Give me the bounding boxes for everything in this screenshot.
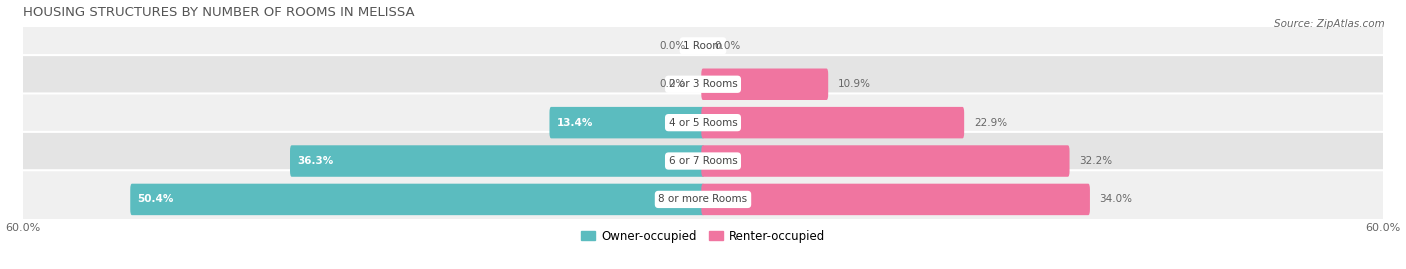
Text: 13.4%: 13.4% (557, 118, 593, 128)
FancyBboxPatch shape (20, 93, 1386, 152)
FancyBboxPatch shape (702, 145, 1070, 177)
Text: 0.0%: 0.0% (714, 41, 741, 51)
FancyBboxPatch shape (702, 69, 828, 100)
FancyBboxPatch shape (20, 170, 1386, 229)
Text: 0.0%: 0.0% (659, 41, 686, 51)
FancyBboxPatch shape (131, 184, 704, 215)
FancyBboxPatch shape (550, 107, 704, 138)
Legend: Owner-occupied, Renter-occupied: Owner-occupied, Renter-occupied (576, 225, 830, 247)
Text: 6 or 7 Rooms: 6 or 7 Rooms (669, 156, 737, 166)
Text: 2 or 3 Rooms: 2 or 3 Rooms (669, 79, 737, 89)
Text: 32.2%: 32.2% (1080, 156, 1112, 166)
Text: 1 Room: 1 Room (683, 41, 723, 51)
Text: 36.3%: 36.3% (298, 156, 333, 166)
Text: 50.4%: 50.4% (138, 194, 174, 204)
FancyBboxPatch shape (290, 145, 704, 177)
FancyBboxPatch shape (702, 184, 1090, 215)
Text: 22.9%: 22.9% (974, 118, 1007, 128)
Text: 4 or 5 Rooms: 4 or 5 Rooms (669, 118, 737, 128)
Text: 0.0%: 0.0% (659, 79, 686, 89)
FancyBboxPatch shape (20, 17, 1386, 75)
FancyBboxPatch shape (20, 132, 1386, 190)
FancyBboxPatch shape (702, 107, 965, 138)
FancyBboxPatch shape (20, 55, 1386, 114)
Text: HOUSING STRUCTURES BY NUMBER OF ROOMS IN MELISSA: HOUSING STRUCTURES BY NUMBER OF ROOMS IN… (22, 6, 415, 19)
Text: 10.9%: 10.9% (838, 79, 870, 89)
Text: 8 or more Rooms: 8 or more Rooms (658, 194, 748, 204)
Text: Source: ZipAtlas.com: Source: ZipAtlas.com (1274, 19, 1385, 29)
Text: 34.0%: 34.0% (1099, 194, 1133, 204)
